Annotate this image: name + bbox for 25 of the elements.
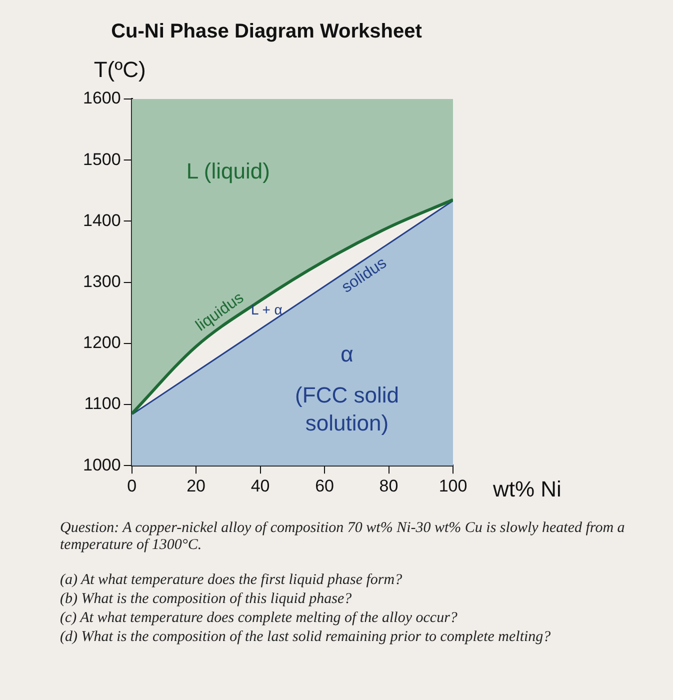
y-tick-label: 1500 xyxy=(82,150,121,169)
y-axis-title: T(ºC) xyxy=(94,57,146,82)
y-tick-label: 1200 xyxy=(82,333,121,352)
y-tick-label: 1400 xyxy=(82,210,121,230)
text: (a) At what temperature does the first liquid phase form? xyxy=(60,572,404,589)
text: (d) What is the composition of the last solid remaining prior to complete melting? xyxy=(60,629,552,646)
y-tick-label: 1300 xyxy=(82,272,121,291)
annotation: L (liquid) xyxy=(186,158,270,184)
y-tick-label: 1000 xyxy=(82,455,121,474)
annotation: (FCC solid solution) xyxy=(295,382,399,436)
y-tick-label: 1100 xyxy=(84,394,121,414)
chart-title: Cu-Ni Phase Diagram Worksheet xyxy=(111,20,422,43)
x-tick-label: 80 xyxy=(379,476,398,496)
text: (c) At what temperature does complete melting of the alloy occur? xyxy=(60,610,458,627)
x-tick-label: 100 xyxy=(438,476,468,496)
x-tick-label: 40 xyxy=(250,476,270,496)
x-tick-label: 20 xyxy=(186,476,206,496)
y-tick-label: 1600 xyxy=(82,88,121,108)
annotation: L + α xyxy=(251,301,282,318)
x-tick-label: 0 xyxy=(127,476,137,496)
x-axis-title: wt% Ni xyxy=(492,476,562,502)
x-tick-label: 60 xyxy=(315,476,334,496)
annotation: α xyxy=(340,342,354,367)
text: (b) What is the composition of this liquid phase? xyxy=(60,591,353,608)
text: Question: A copper-nickel alloy of composition 70 wt% Ni-30 wt% Cu is slowly heated from a temperature of 1300°C. xyxy=(60,520,626,554)
